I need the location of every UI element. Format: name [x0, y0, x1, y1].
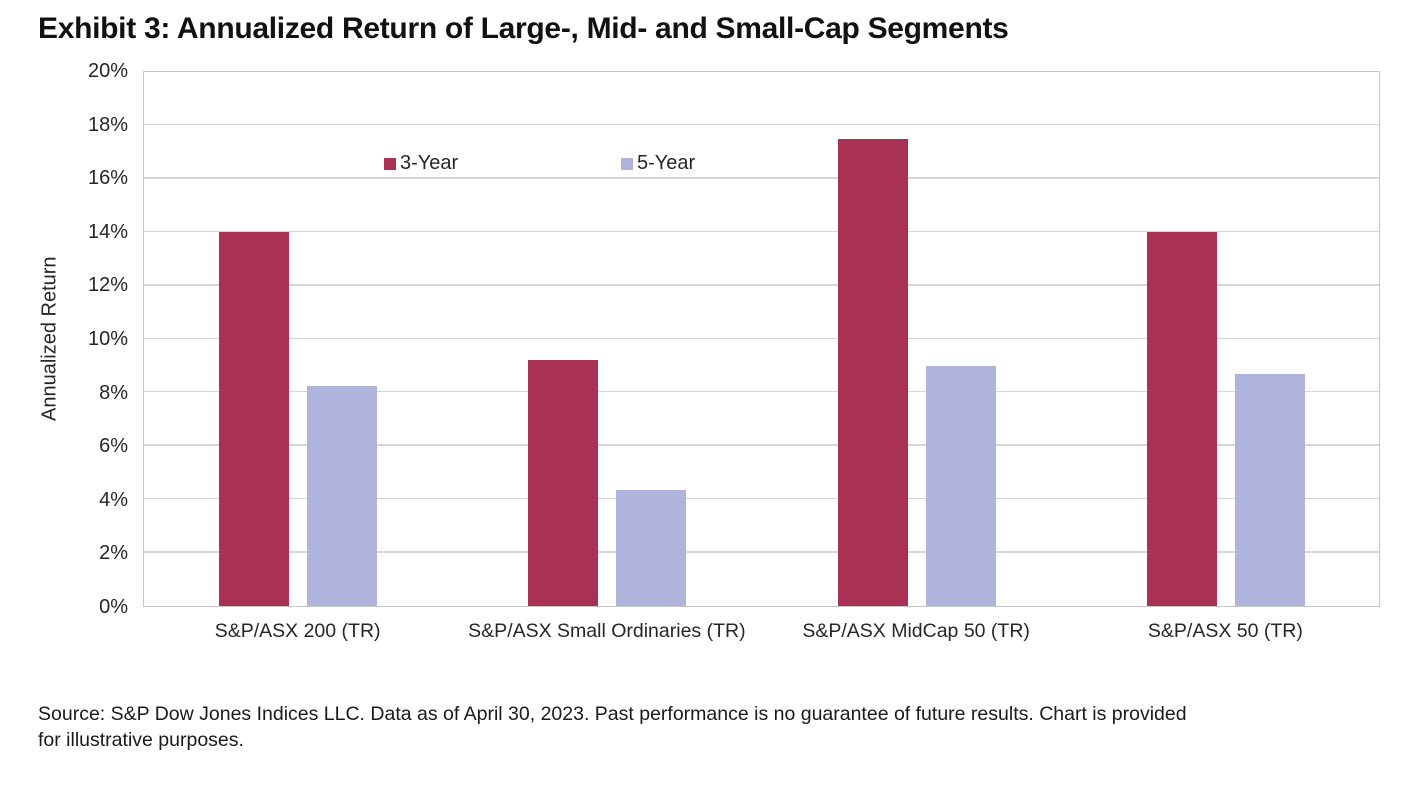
plot-area: 3-Year 5-Year: [143, 71, 1380, 607]
x-axis-label-s-p-asx-small-ordinaries-tr: S&P/ASX Small Ordinaries (TR): [468, 620, 746, 642]
legend-swatch-icon: [384, 157, 396, 170]
gridline-14: [144, 230, 1379, 233]
legend-swatch-icon: [621, 157, 633, 170]
x-axis-label-s-p-asx-50-tr: S&P/ASX 50 (TR): [1147, 620, 1303, 642]
x-axis-label-s-p-asx-200-tr: S&P/ASX 200 (TR): [214, 620, 381, 642]
legend-label: 3-Year: [400, 152, 459, 174]
gridline-8: [144, 390, 1379, 393]
gridline-12: [144, 284, 1379, 286]
y-tick-label-12: 12%: [87, 274, 128, 297]
bar-3-year-s-p-asx-50-tr: [1146, 232, 1217, 606]
gridline-10: [144, 337, 1379, 339]
y-tick-label-6: 6%: [99, 435, 128, 458]
gridline-6: [144, 444, 1379, 446]
gridline-2: [144, 551, 1379, 553]
y-tick-label-2: 2%: [99, 542, 128, 565]
bar-5-year-s-p-asx-200-tr: [307, 385, 377, 606]
y-tick-label-4: 4%: [99, 488, 128, 511]
legend-item-5-year: 5-Year: [621, 152, 695, 175]
y-tick-label-18: 18%: [87, 113, 128, 136]
bar-5-year-s-p-asx-small-ordinaries-tr: [616, 489, 687, 606]
y-tick-label-8: 8%: [99, 381, 128, 404]
y-tick-label-20: 20%: [87, 60, 128, 82]
y-tick-label-14: 14%: [87, 220, 128, 243]
legend-label: 5-Year: [637, 152, 696, 174]
bar-3-year-s-p-asx-midcap-50-tr: [837, 138, 908, 606]
legend-item-3-year: 3-Year: [384, 152, 458, 175]
bar-3-year-s-p-asx-small-ordinaries-tr: [528, 360, 599, 606]
gridline-18: [144, 123, 1379, 126]
chart-title: Exhibit 3: Annualized Return of Large-, …: [38, 12, 1009, 45]
bar-5-year-s-p-asx-50-tr: [1234, 373, 1305, 606]
y-tick-label-0: 0%: [99, 596, 128, 618]
gridline-4: [144, 497, 1379, 500]
bar-3-year-s-p-asx-200-tr: [219, 232, 289, 606]
x-axis-label-s-p-asx-midcap-50-tr: S&P/ASX MidCap 50 (TR): [802, 620, 1030, 642]
bar-5-year-s-p-asx-midcap-50-tr: [925, 365, 996, 606]
gridline-16: [144, 177, 1379, 179]
source-note: Source: S&P Dow Jones Indices LLC. Data …: [38, 703, 1187, 751]
y-tick-label-10: 10%: [87, 328, 128, 350]
y-tick-label-16: 16%: [87, 167, 128, 190]
